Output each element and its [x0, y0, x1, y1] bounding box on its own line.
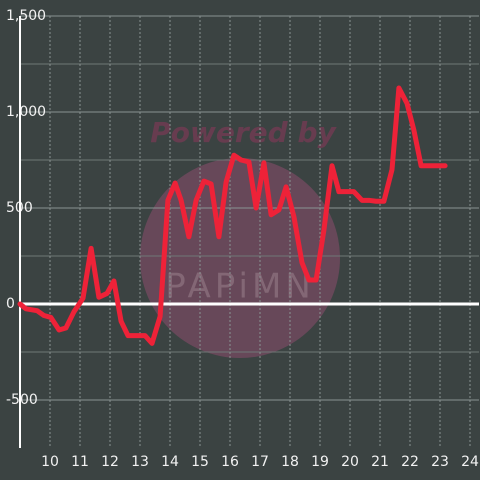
y-tick-label: -500 [6, 392, 38, 408]
y-tick-label: 1,000 [6, 104, 46, 120]
x-tick-label: 14 [161, 454, 179, 470]
x-tick-label: 16 [221, 454, 239, 470]
x-tick-label: 23 [431, 454, 449, 470]
line [17, 85, 448, 346]
x-tick-label: 12 [101, 454, 119, 470]
x-tick-label: 13 [131, 454, 149, 470]
x-tick-label: 22 [401, 454, 419, 470]
y-tick-label: 1,500 [6, 8, 46, 24]
x-tick-label: 15 [191, 454, 209, 470]
y-tick-label: 0 [6, 296, 15, 312]
x-tick-label: 11 [71, 454, 89, 470]
x-tick-label: 24 [461, 454, 479, 470]
x-tick-label: 20 [341, 454, 359, 470]
x-tick-label: 18 [281, 454, 299, 470]
watermark-text: Powered by [150, 116, 337, 149]
x-tick-label: 10 [41, 454, 59, 470]
x-tick-label: 19 [311, 454, 329, 470]
x-tick-label: 21 [371, 454, 389, 470]
watermark-logo: PAPiMN [165, 267, 315, 307]
x-tick-label: 17 [251, 454, 269, 470]
